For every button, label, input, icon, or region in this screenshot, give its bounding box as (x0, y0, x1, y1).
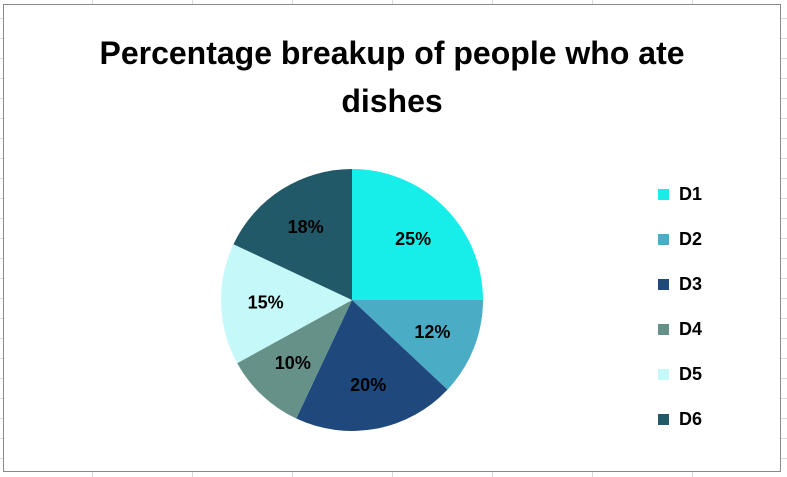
legend-swatch (658, 368, 669, 380)
pie-slice-d2[interactable] (352, 300, 483, 390)
legend-swatch (658, 188, 669, 200)
data-label-d1: 25% (395, 229, 431, 249)
data-label-d2: 12% (414, 322, 450, 342)
data-label-d5: 15% (248, 293, 284, 313)
legend-swatch (658, 233, 669, 245)
legend-label: D5 (679, 363, 703, 384)
data-label-d6: 18% (288, 217, 324, 237)
legend-label: D2 (679, 228, 703, 249)
data-label-d4: 10% (275, 353, 311, 373)
data-label-d3: 20% (350, 375, 386, 395)
pie-slice-d1[interactable] (352, 169, 483, 300)
legend-swatch (658, 278, 669, 290)
legend-item-d3: D3 (658, 273, 702, 295)
legend-item-d4: D4 (658, 318, 702, 340)
pie-slice-d6[interactable] (233, 169, 352, 300)
pie-slice-d3[interactable] (296, 300, 448, 431)
legend-swatch (658, 323, 669, 335)
pie-slice-d4[interactable] (237, 300, 352, 419)
legend-item-d6: D6 (658, 408, 702, 430)
chart-legend: D1 D2 D3 D4 D5 D6 (658, 183, 702, 453)
legend-label: D1 (679, 183, 703, 204)
chart-area[interactable]: Percentage breakup of people who ate dis… (3, 4, 781, 472)
pie-slice-d5[interactable] (220, 244, 352, 364)
legend-swatch (658, 413, 669, 425)
chart-title: Percentage breakup of people who ate dis… (99, 35, 685, 119)
legend-item-d5: D5 (658, 363, 702, 385)
pie-chart: 25% 12% 20% 10% 15% 18% (220, 169, 483, 431)
legend-label: D4 (679, 318, 703, 339)
legend-item-d1: D1 (658, 183, 702, 205)
legend-label: D6 (679, 408, 703, 429)
legend-label: D3 (679, 273, 703, 294)
legend-item-d2: D2 (658, 228, 702, 250)
